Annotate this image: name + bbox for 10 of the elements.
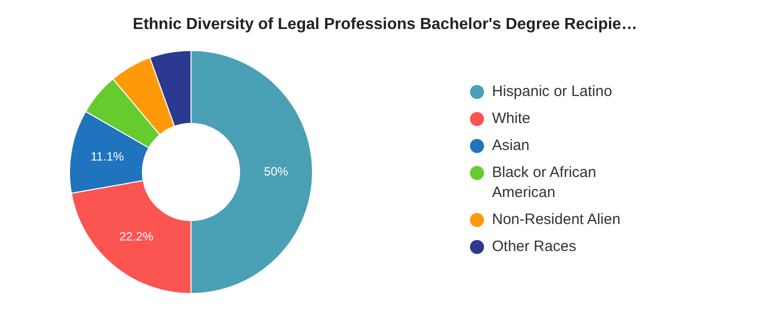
data-label: 50% bbox=[264, 164, 288, 178]
legend-label: Other Races bbox=[492, 237, 576, 257]
legend-label: Non-Resident Alien bbox=[492, 210, 620, 230]
legend-label: Hispanic or Latino bbox=[492, 82, 612, 102]
legend-label: White bbox=[492, 109, 530, 129]
legend-label: Black or African American bbox=[492, 163, 598, 203]
legend-label: Asian bbox=[492, 136, 530, 156]
data-label: 11.1% bbox=[90, 150, 124, 164]
chart-title: Ethnic Diversity of Legal Professions Bachelor's Degree Recipie… bbox=[132, 16, 638, 34]
data-label: 22.2% bbox=[119, 230, 154, 244]
